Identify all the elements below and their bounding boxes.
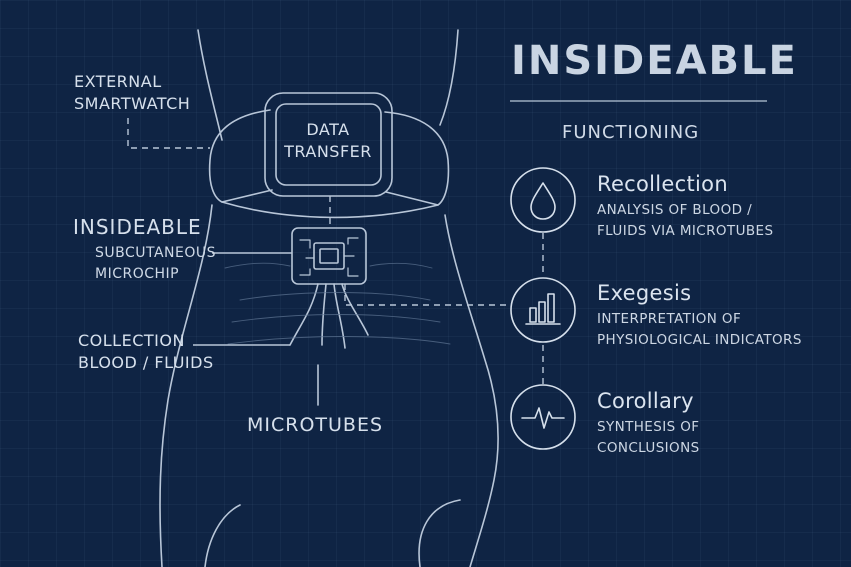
watch-screen-text: DATA TRANSFER (278, 119, 378, 163)
smartwatch-label-line: EXTERNAL (74, 72, 162, 91)
stage-name: Exegesis (597, 281, 692, 305)
page-title: INSIDEABLE (511, 38, 798, 84)
stage-icon-ring (510, 384, 576, 450)
watch-case (264, 92, 393, 197)
microtube (321, 283, 327, 346)
smartwatch-label-line: SMARTWATCH (74, 94, 191, 113)
stage-icon-ring (510, 167, 576, 233)
microtube (333, 283, 346, 349)
collection-label: COLLECTION BLOOD / FLUIDS (78, 330, 214, 374)
watch-screen-line: TRANSFER (284, 142, 372, 161)
stage-desc-line: SYNTHESIS OF (597, 419, 700, 435)
chip-label-desc-line: SUBCUTANEOUS (95, 245, 217, 261)
forearm-outline (197, 29, 223, 141)
chip-label-desc: SUBCUTANEOUS MICROCHIP (95, 243, 216, 285)
microtube (341, 283, 369, 336)
hand-outline (444, 214, 499, 567)
microchip-core (313, 242, 345, 270)
microtubes-label: MICROTUBES (247, 414, 384, 436)
microchip (291, 227, 367, 285)
stage-exegesis: Exegesis INTERPRETATION OF PHYSIOLOGICAL… (597, 281, 802, 351)
watch-strap (384, 111, 450, 206)
watch-strap (208, 109, 273, 203)
page-subtitle: FUNCTIONING (562, 122, 700, 143)
stage-icon-ring (510, 277, 576, 343)
chip-label-desc-line: MICROCHIP (95, 266, 180, 282)
finger-outline (204, 504, 241, 567)
bar-chart-icon (525, 293, 561, 325)
watch-screen (275, 103, 382, 186)
stage-name: Recollection (597, 172, 728, 196)
stage-recollection: Recollection ANALYSIS OF BLOOD / FLUIDS … (597, 172, 773, 242)
stage-desc-line: ANALYSIS OF BLOOD / (597, 202, 753, 218)
drop-icon (530, 182, 556, 220)
hand-outline (159, 204, 213, 567)
forearm-outline (439, 29, 459, 126)
smartwatch-label: EXTERNAL SMARTWATCH (74, 71, 190, 115)
finger-outline (418, 499, 461, 567)
watch-strap (221, 201, 439, 219)
collection-label-line: COLLECTION (78, 331, 185, 350)
chip-label-name: INSIDEABLE (73, 215, 202, 239)
collection-label-line: BLOOD / FLUIDS (78, 353, 214, 372)
connector-watch-label (127, 118, 210, 149)
stage-desc-line: CONCLUSIONS (597, 440, 700, 456)
stage-desc-line: INTERPRETATION OF (597, 311, 742, 327)
stage-corollary: Corollary SYNTHESIS OF CONCLUSIONS (597, 389, 700, 459)
microchip-traces (299, 237, 359, 277)
microchip-core (319, 248, 339, 264)
watch-screen-line: DATA (306, 120, 350, 139)
stage-name: Corollary (597, 389, 694, 413)
connector-chip-stages (344, 284, 510, 306)
microtube (289, 283, 319, 346)
pulse-icon (521, 407, 565, 429)
stage-desc-line: PHYSIOLOGICAL INDICATORS (597, 332, 802, 348)
stage-desc-line: FLUIDS VIA MICROTUBES (597, 223, 774, 239)
